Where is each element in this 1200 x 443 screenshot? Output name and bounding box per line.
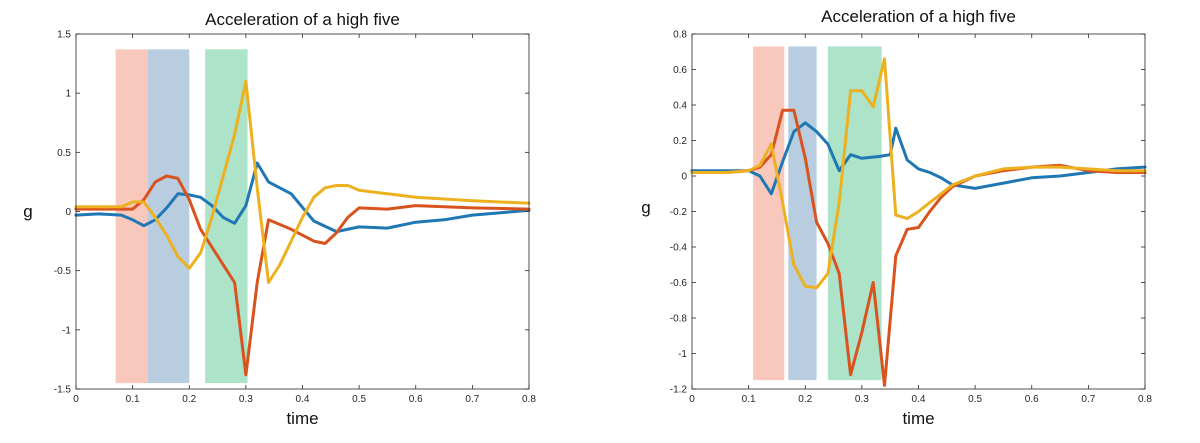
y-tick-label: 0.8 — [673, 30, 687, 41]
x-tick-label: 0 — [689, 394, 695, 405]
y-tick-label: -1 — [678, 349, 687, 360]
y-tick-label: 0.5 — [57, 148, 71, 159]
y-tick-label: -0.5 — [54, 266, 72, 277]
y-tick-label: 0 — [681, 172, 687, 183]
y-tick-label: 0.4 — [673, 101, 687, 112]
chart-right-svg: 0 0.1 0.2 0.3 0.4 0.5 0.6 0.7 0.8 -1.2 -1 -0.8 -0.6 -… — [641, 7, 1152, 428]
series-line-orange — [74, 174, 531, 377]
y-tick-label: -0.2 — [670, 207, 688, 218]
series-line-yellow — [690, 57, 1147, 290]
highlight-band-3 — [827, 46, 882, 381]
chart-left-svg: 0 0.1 0.2 0.3 0.4 0.5 0.6 0.7 0.8 -1.5 -1 -0.5 0 0.5 1… — [23, 10, 536, 428]
chart-left: 0 0.1 0.2 0.3 0.4 0.5 0.6 0.7 0.8 -1.5 -1 -0.5 0 0.5 1… — [0, 0, 560, 438]
highlight-band-1 — [753, 46, 785, 381]
x-tick-label: 0.1 — [742, 394, 756, 405]
x-axis-label: time — [286, 409, 318, 428]
y-tick-label: 0 — [65, 207, 71, 218]
x-tick-label: 0.5 — [968, 394, 982, 405]
x-tick-label: 0.2 — [182, 394, 196, 405]
x-tick-label: 0.3 — [239, 394, 253, 405]
y-tick-label: 1.5 — [57, 30, 71, 41]
y-tick-label: 1 — [65, 89, 71, 100]
y-tick-label: 0.6 — [673, 65, 687, 76]
x-axis-label: time — [902, 409, 934, 428]
y-tick-label: -1.5 — [54, 385, 72, 396]
x-tick-label: 0 — [73, 394, 79, 405]
y-tick-label: 0.2 — [673, 136, 687, 147]
y-tick-label: -0.4 — [670, 243, 688, 254]
x-tick-label: 0.6 — [409, 394, 423, 405]
x-tick-label: 0.7 — [465, 394, 479, 405]
x-tick-label: 0.3 — [855, 394, 869, 405]
x-tick-label: 0.6 — [1025, 394, 1039, 405]
y-axis-label: g — [23, 202, 32, 221]
x-tick-label: 0.4 — [296, 394, 310, 405]
x-tick-label: 0.4 — [912, 394, 926, 405]
series-line-yellow — [74, 79, 531, 284]
series-line-blue — [74, 161, 531, 234]
y-tick-label: -1.2 — [670, 385, 688, 396]
y-tick-label: -1 — [62, 325, 71, 336]
highlight-band-2 — [788, 46, 817, 381]
y-tick-label: -0.8 — [670, 314, 688, 325]
y-tick-label: -0.6 — [670, 278, 688, 289]
x-tick-label: 0.8 — [522, 394, 536, 405]
x-tick-label: 0.7 — [1081, 394, 1095, 405]
y-axis-label: g — [641, 198, 650, 217]
x-tick-label: 0.1 — [126, 394, 140, 405]
x-tick-label: 0.2 — [798, 394, 812, 405]
chart-title: Acceleration of a high five — [821, 7, 1016, 26]
chart-title: Acceleration of a high five — [205, 10, 400, 29]
x-tick-label: 0.5 — [352, 394, 366, 405]
chart-right: 0 0.1 0.2 0.3 0.4 0.5 0.6 0.7 0.8 -1.2 -1 -0.8 -0.6 -… — [600, 0, 1200, 438]
x-tick-label: 0.8 — [1138, 394, 1152, 405]
